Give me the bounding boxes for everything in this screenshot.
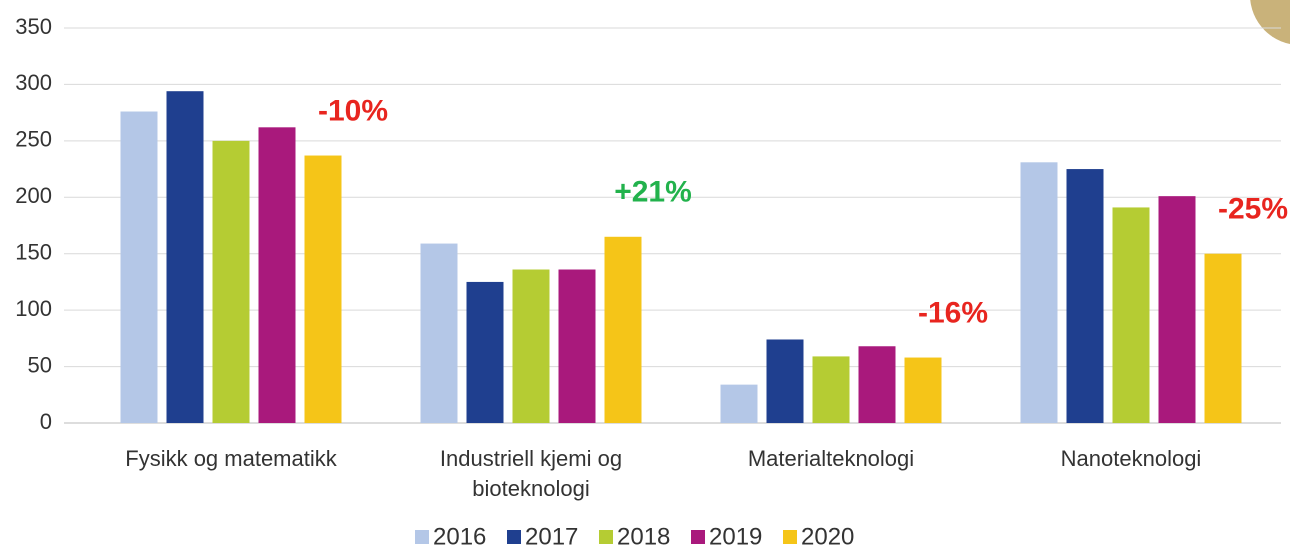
y-tick-label: 300 <box>15 70 52 95</box>
legend-swatch <box>415 530 429 544</box>
x-tick-label: Materialteknologi <box>748 446 914 471</box>
y-tick-label: 0 <box>40 409 52 434</box>
bar <box>1158 196 1196 423</box>
bar <box>1066 169 1104 423</box>
y-tick-label: 200 <box>15 183 52 208</box>
bar <box>604 236 642 423</box>
legend-swatch <box>507 530 521 544</box>
annotation: -10% <box>318 94 388 127</box>
bar <box>466 281 504 423</box>
y-tick-label: 100 <box>15 296 52 321</box>
legend-label: 2017 <box>525 523 578 549</box>
y-tick-label: 50 <box>28 352 52 377</box>
x-tick-label: Industriell kjemi og bioteknologi <box>440 446 622 501</box>
bar <box>1020 162 1058 424</box>
bar <box>304 155 342 423</box>
bar <box>812 356 850 423</box>
legend-label: 2016 <box>433 523 486 549</box>
annotation: +21% <box>614 176 692 209</box>
bar <box>558 269 596 423</box>
x-tick-label: Nanoteknologi <box>1061 446 1202 471</box>
bar <box>766 339 804 423</box>
bar <box>720 384 758 423</box>
bar <box>1204 253 1242 423</box>
bar <box>258 127 296 424</box>
annotation: -25% <box>1218 193 1288 226</box>
bar <box>904 357 942 423</box>
legend-label: 2018 <box>617 523 670 549</box>
bar <box>212 140 250 423</box>
legend-swatch <box>599 530 613 544</box>
bar <box>166 91 204 423</box>
legend-swatch <box>691 530 705 544</box>
y-tick-label: 350 <box>15 14 52 39</box>
x-tick-label: Fysikk og matematikk <box>125 446 337 471</box>
bar <box>1112 207 1150 423</box>
y-tick-label: 150 <box>15 240 52 265</box>
bar <box>420 243 458 423</box>
decoration <box>1250 0 1290 44</box>
bar <box>120 111 158 423</box>
legend-label: 2019 <box>709 523 762 549</box>
legend-swatch <box>783 530 797 544</box>
y-tick-label: 250 <box>15 127 52 152</box>
bar <box>858 346 896 423</box>
legend-label: 2020 <box>801 523 854 549</box>
annotation: -16% <box>918 296 988 329</box>
bar <box>512 269 550 423</box>
